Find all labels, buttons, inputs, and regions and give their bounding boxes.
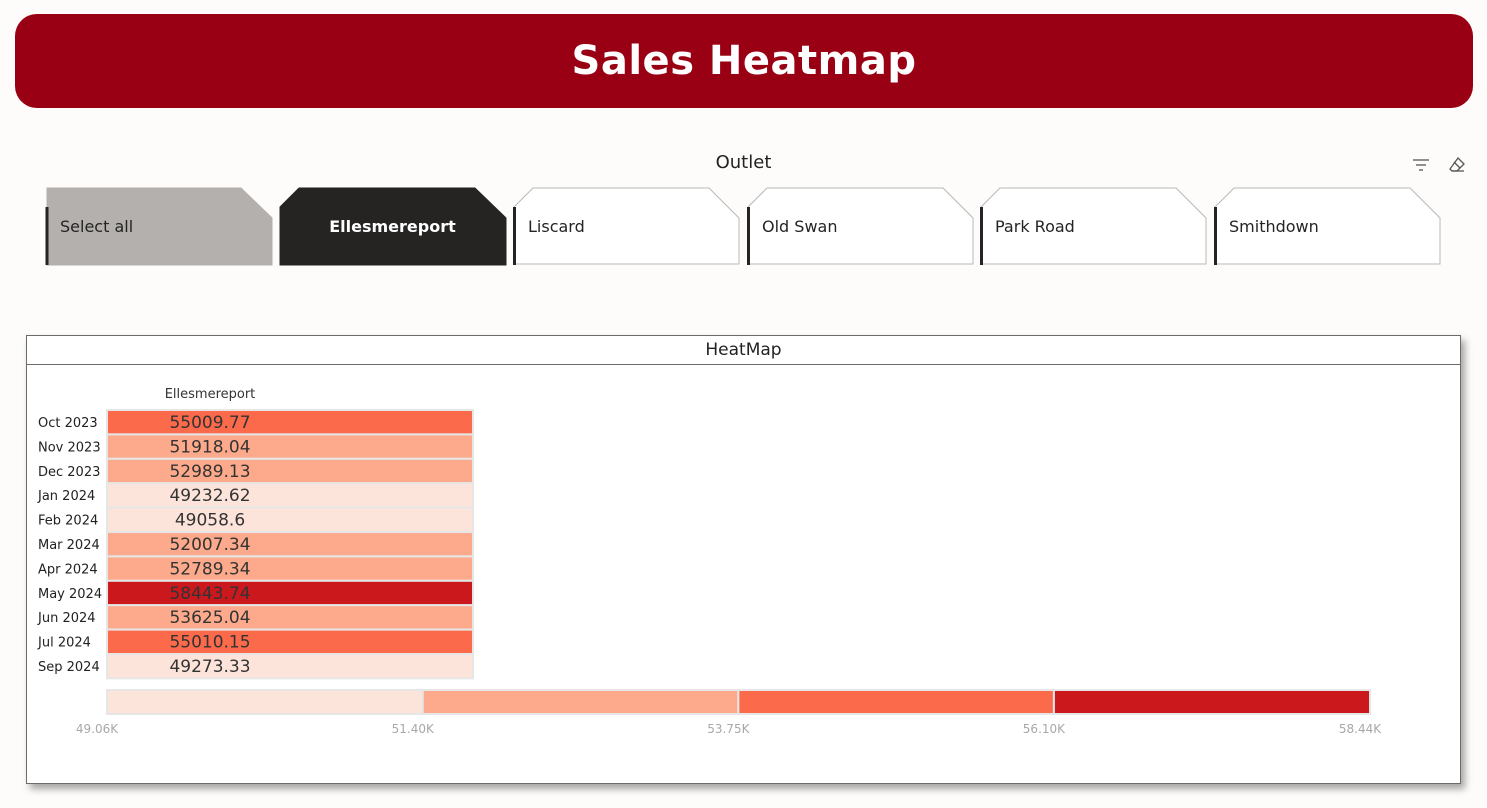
slicer-toolbar — [1410, 154, 1468, 176]
heatmap-cell — [106, 506, 474, 534]
heatmap-cell — [106, 579, 474, 607]
heatmap-cell — [106, 457, 474, 485]
slicer-title: Outlet — [715, 152, 772, 173]
heatmap-cell-value: 49232.62 — [169, 486, 250, 506]
legend-swatch — [1052, 689, 1372, 715]
heatmap-row-label: May 2024 — [38, 587, 102, 602]
slicer-tile-park-road[interactable]: Park Road — [980, 187, 1207, 265]
heatmap-row-label: Apr 2024 — [38, 562, 98, 577]
page-title: Sales Heatmap — [571, 38, 917, 84]
slicer-tile-label: Park Road — [995, 217, 1075, 236]
heatmap-row-label: Mar 2024 — [38, 538, 100, 553]
heatmap-cell — [106, 531, 474, 558]
heatmap-cell-value: 55009.77 — [169, 413, 250, 433]
slicer-tile-liscard[interactable]: Liscard — [513, 187, 740, 265]
heatmap-cell-value: 53625.04 — [169, 608, 250, 628]
heatmap-cell — [106, 409, 474, 436]
heatmap-column-label: Ellesmereport — [165, 387, 256, 402]
eraser-icon[interactable] — [1446, 154, 1468, 176]
slicer-tile-old-swan[interactable]: Old Swan — [747, 187, 974, 265]
heatmap-chart: Ellesmereport Oct 2023 55009.77 Nov 2023 519… — [37, 387, 1382, 736]
legend-swatch — [421, 689, 740, 715]
legend-tick-label: 56.10K — [1023, 722, 1066, 736]
heatmap-row-label: Oct 2023 — [38, 416, 98, 431]
slicer-tile-smithdown[interactable]: Smithdown — [1214, 187, 1441, 265]
slicer-tile-label: Ellesmereport — [329, 217, 456, 236]
heatmap-panel: HeatMap Ellesmereport Oct 2023 55009.77 Nov… — [26, 335, 1461, 784]
slicer-tile-label: Select all — [60, 217, 134, 236]
outlet-slicer: Select all Ellesmereport Liscard Old Swa… — [45, 187, 1445, 267]
heatmap-row-label: Feb 2024 — [38, 514, 98, 529]
heatmap-cell-value: 52007.34 — [169, 535, 250, 555]
heatmap-cell — [106, 628, 474, 656]
header-banner: Sales Heatmap — [15, 14, 1473, 108]
heatmap-row-label: Jan 2024 — [37, 489, 95, 504]
slicer-tile-label: Smithdown — [1229, 217, 1319, 236]
heatmap-cell-value: 58443.74 — [169, 584, 250, 604]
heatmap-cell-value: 52989.13 — [169, 462, 250, 482]
slicer-tile-ellesmereport[interactable]: Ellesmereport — [279, 187, 507, 266]
slicer-tile-select-all[interactable]: Select all — [45, 187, 273, 266]
heatmap-cell-value: 51918.04 — [169, 437, 250, 457]
heatmap-cell-value: 49058.6 — [175, 511, 245, 531]
heatmap-cell — [106, 482, 474, 509]
heatmap-cell — [106, 604, 474, 631]
heatmap-cell-value: 49273.33 — [169, 657, 250, 677]
legend-swatch — [737, 689, 1055, 715]
filter-icon[interactable] — [1410, 154, 1432, 176]
legend-tick-label: 58.44K — [1339, 722, 1382, 736]
heatmap-cell — [106, 653, 474, 680]
heatmap-cell-value: 55010.15 — [169, 633, 250, 653]
legend-tick-label: 51.40K — [392, 722, 435, 736]
slicer-tile-label: Liscard — [528, 217, 585, 236]
legend-tick-label: 49.06K — [76, 722, 119, 736]
heatmap-cell-value: 52789.34 — [169, 559, 250, 579]
heatmap-row-label: Jun 2024 — [37, 611, 96, 626]
heatmap-cell — [106, 555, 474, 582]
heatmap-row-label: Sep 2024 — [38, 660, 100, 675]
heatmap-cell — [106, 433, 474, 460]
heatmap-row-label: Jul 2024 — [37, 636, 91, 651]
slicer-tile-label: Old Swan — [762, 217, 838, 236]
legend-swatch — [106, 689, 424, 715]
heatmap-row-label: Dec 2023 — [38, 465, 100, 480]
legend-tick-label: 53.75K — [707, 722, 750, 736]
heatmap-row-label: Nov 2023 — [38, 440, 101, 455]
panel-title: HeatMap — [27, 336, 1460, 365]
